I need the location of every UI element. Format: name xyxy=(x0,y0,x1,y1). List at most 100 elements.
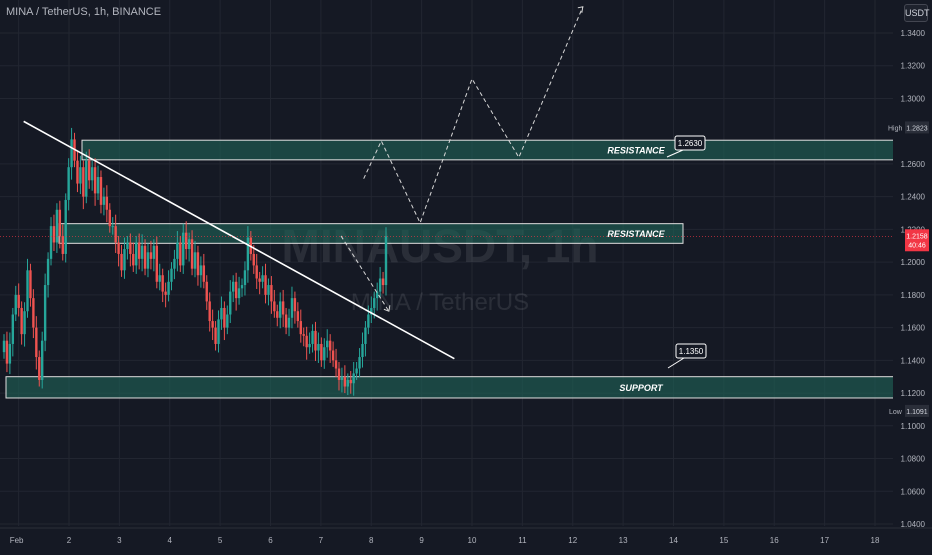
candle-body xyxy=(102,196,106,205)
candle xyxy=(88,149,91,189)
candle xyxy=(70,127,73,180)
zone-label: RESISTANCE xyxy=(607,229,665,239)
candle xyxy=(29,263,32,307)
candle-body xyxy=(140,245,144,259)
candle xyxy=(99,170,103,214)
candle-body xyxy=(149,252,153,259)
last-price-tag: 1.2158 40:46 xyxy=(905,229,929,252)
candle xyxy=(355,361,358,380)
candle xyxy=(143,239,147,276)
candle xyxy=(243,261,247,296)
candle xyxy=(229,280,232,324)
candle-body xyxy=(240,285,244,289)
y-tick-label: 1.3000 xyxy=(901,94,926,103)
currency-unit-button[interactable]: USDT xyxy=(904,4,930,22)
candle-body xyxy=(276,311,279,318)
candle xyxy=(90,160,94,191)
candle xyxy=(211,309,214,341)
candle-body xyxy=(58,209,62,236)
candle-body xyxy=(93,167,97,194)
candle-body xyxy=(205,281,208,302)
candle-body xyxy=(384,236,388,286)
candle-body xyxy=(114,226,117,243)
candle-body xyxy=(52,226,56,243)
candle xyxy=(305,326,308,360)
candle-body xyxy=(343,376,347,387)
candle xyxy=(61,224,64,261)
candle-body xyxy=(152,245,156,259)
candle-body xyxy=(243,270,247,286)
candle-body xyxy=(287,317,291,328)
x-tick-label: 16 xyxy=(770,536,779,545)
candle-body xyxy=(111,226,114,228)
y-tick-label: 1.1200 xyxy=(901,389,926,398)
candle-body xyxy=(317,343,320,351)
zone-label: SUPPORT xyxy=(619,383,664,393)
candle xyxy=(129,233,132,267)
candle xyxy=(381,271,385,294)
candle xyxy=(8,332,12,375)
candle-body xyxy=(208,301,211,322)
candle-body xyxy=(146,252,150,269)
candle xyxy=(196,245,200,286)
candle xyxy=(311,324,314,353)
candle-body xyxy=(311,330,314,344)
candle xyxy=(35,316,38,370)
candle-body xyxy=(43,285,47,341)
candle-body xyxy=(375,291,379,299)
candle xyxy=(352,361,355,396)
candle xyxy=(161,268,164,303)
candle xyxy=(296,302,300,328)
candle-body xyxy=(184,232,188,250)
candle-body xyxy=(105,196,109,210)
candle xyxy=(5,331,9,373)
x-tick-label: Feb xyxy=(10,536,24,545)
candle-body xyxy=(355,368,358,374)
candle-body xyxy=(234,281,238,299)
candle-body xyxy=(337,368,341,380)
candle-body xyxy=(117,242,120,254)
candle-body xyxy=(326,340,329,348)
candle-body xyxy=(334,360,338,369)
candle-body xyxy=(20,307,23,335)
candle-body xyxy=(55,209,59,243)
candle xyxy=(334,348,338,378)
candle xyxy=(111,217,114,235)
candle xyxy=(378,267,382,299)
price-callout: 1.2630 xyxy=(666,135,706,158)
candle xyxy=(255,253,258,289)
candle-body xyxy=(132,253,135,266)
time-axis: Feb 2 3 4 5 6 7 8 9 10 11 12 13 14 15 16 17 18 xyxy=(0,527,932,550)
candle-body xyxy=(273,301,276,312)
candle-body xyxy=(67,167,70,200)
candle xyxy=(375,282,379,311)
candle-body xyxy=(26,270,29,312)
candle-body xyxy=(290,298,294,318)
candle xyxy=(367,305,370,335)
candle xyxy=(358,348,361,378)
candle xyxy=(202,253,206,289)
candle-body xyxy=(120,253,123,271)
candle-body xyxy=(29,270,32,299)
candle-body xyxy=(217,319,220,344)
candle xyxy=(205,275,208,310)
candle-body xyxy=(255,265,258,279)
candle xyxy=(240,278,244,297)
candle xyxy=(32,289,35,339)
candle-body xyxy=(264,275,267,295)
candle xyxy=(152,239,156,272)
low-value: 1.1091 xyxy=(906,409,928,416)
candle-body xyxy=(279,301,282,318)
candle-body xyxy=(202,265,206,282)
candle-body xyxy=(14,294,17,315)
x-tick-label: 2 xyxy=(67,536,72,545)
x-tick-label: 7 xyxy=(319,536,324,545)
candle xyxy=(273,289,276,318)
candle xyxy=(264,263,267,304)
candle xyxy=(140,234,144,272)
candle xyxy=(105,185,109,223)
candle xyxy=(58,200,62,249)
candle-body xyxy=(161,275,164,292)
candle xyxy=(364,321,367,357)
